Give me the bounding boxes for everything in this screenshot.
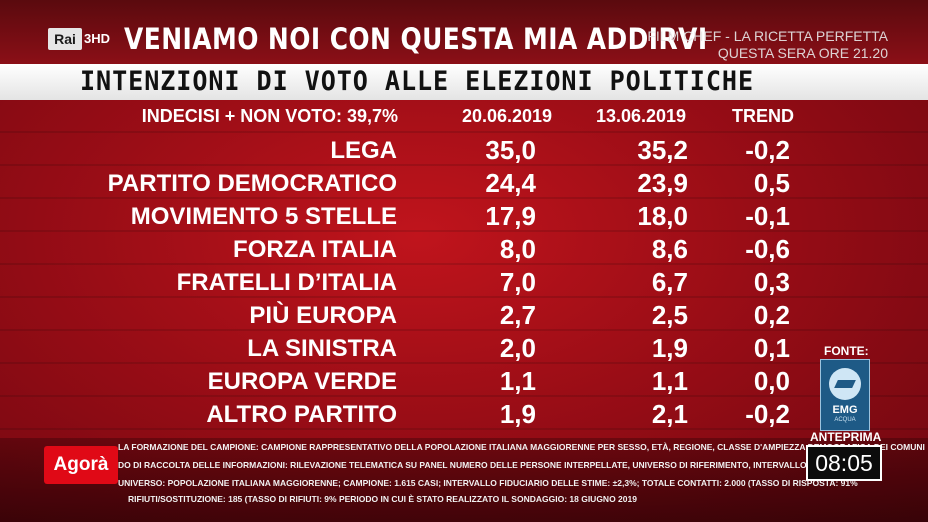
- channel-bar: Rai 3HD VENIAMO NOI CON QUESTA MIA ADDIR…: [0, 0, 928, 64]
- table-row: MOVIMENTO 5 STELLE 17,9 18,0 -0,1: [0, 200, 928, 233]
- footnote-line: LA FORMAZIONE DEL CAMPIONE: CAMPIONE RAP…: [118, 442, 925, 452]
- party-name: ALTRO PARTITO: [206, 401, 397, 428]
- promo-text: FILM CHEF - LA RICETTA PERFETTA QUESTA S…: [647, 28, 888, 62]
- previous-value: 1,1: [651, 366, 688, 396]
- poll-title: INTENZIONI DI VOTO ALLE ELEZIONI POLITIC…: [80, 66, 755, 97]
- table-row: LEGA 35,0 35,2 -0,2: [0, 134, 928, 167]
- column-header-current: 20.06.2019: [461, 106, 553, 126]
- trend-value: -0,1: [745, 201, 790, 231]
- previous-value: 6,7: [651, 267, 688, 297]
- agora-logo: Agorà: [44, 446, 118, 484]
- poll-title-bar: INTENZIONI DI VOTO ALLE ELEZIONI POLITIC…: [0, 64, 928, 100]
- promo-line-2: QUESTA SERA ORE 21.20: [717, 45, 888, 61]
- footnote-line: RIFIUTI/SOSTITUZIONE: 185 (TASSO DI RIFI…: [128, 494, 637, 504]
- footnote-line: UNIVERSO: POPOLAZIONE ITALIANA MAGGIOREN…: [118, 478, 858, 488]
- current-value: 35,0: [485, 135, 536, 165]
- current-value: 17,9: [485, 201, 536, 231]
- previous-value: 8,6: [651, 234, 688, 264]
- party-name: PIÙ EUROPA: [249, 302, 397, 329]
- emg-logo-sub: ACQUA: [834, 417, 856, 423]
- trend-value: 0,5: [753, 168, 790, 198]
- previous-value: 2,5: [651, 300, 688, 330]
- trend-value: 0,0: [753, 366, 790, 396]
- current-value: 24,4: [485, 168, 536, 198]
- trend-value: -0,2: [745, 135, 790, 165]
- trend-value: 0,3: [753, 267, 790, 297]
- channel-number: 3HD: [84, 31, 111, 46]
- party-name: PARTITO DEMOCRATICO: [107, 170, 397, 197]
- current-value: 2,0: [499, 333, 536, 363]
- current-value: 8,0: [499, 234, 536, 264]
- trend-value: 0,2: [753, 300, 790, 330]
- previous-value: 35,2: [637, 135, 688, 165]
- column-header-previous: 13.06.2019: [595, 106, 687, 126]
- emg-logo: EMG ACQUA: [820, 359, 870, 431]
- current-value: 2,7: [499, 300, 536, 330]
- current-value: 7,0: [499, 267, 536, 297]
- undecided-label: INDECISI + NON VOTO: 39,7%: [141, 106, 398, 126]
- party-name: FRATELLI D’ITALIA: [176, 269, 397, 296]
- promo-line-1: FILM CHEF - LA RICETTA PERFETTA: [647, 28, 888, 44]
- table-row: FORZA ITALIA 8,0 8,6 -0,6: [0, 233, 928, 266]
- table-row: ALTRO PARTITO 1,9 2,1 -0,2: [0, 398, 928, 431]
- table-row: PIÙ EUROPA 2,7 2,5 0,2: [0, 299, 928, 332]
- party-name: MOVIMENTO 5 STELLE: [130, 203, 397, 230]
- preview-label: ANTEPRIMA: [810, 430, 882, 444]
- trend-value: 0,1: [753, 333, 790, 363]
- party-name: LA SINISTRA: [247, 335, 397, 362]
- program-headline: VENIAMO NOI CON QUESTA MIA ADDIRVI: [124, 22, 708, 56]
- table-row: LA SINISTRA 2,0 1,9 0,1: [0, 332, 928, 365]
- party-name: EUROPA VERDE: [207, 368, 397, 395]
- footnote-line: DO DI RACCOLTA DELLE INFORMAZIONI: RILEV…: [118, 460, 859, 470]
- table-row: PARTITO DEMOCRATICO 24,4 23,9 0,5: [0, 167, 928, 200]
- rai-logo: Rai: [48, 28, 82, 50]
- trend-value: -0,2: [745, 399, 790, 429]
- trend-value: -0,6: [745, 234, 790, 264]
- table-row: FRATELLI D’ITALIA 7,0 6,7 0,3: [0, 266, 928, 299]
- source-label: FONTE:: [824, 344, 869, 358]
- previous-value: 23,9: [637, 168, 688, 198]
- footnote-bar: LA FORMAZIONE DEL CAMPIONE: CAMPIONE RAP…: [0, 438, 928, 522]
- current-value: 1,9: [499, 399, 536, 429]
- emg-mark-icon: [829, 368, 861, 400]
- previous-value: 2,1: [651, 399, 688, 429]
- column-header-trend: TREND: [732, 106, 794, 126]
- previous-value: 18,0: [637, 201, 688, 231]
- current-value: 1,1: [499, 366, 536, 396]
- table-stripes: [0, 100, 928, 440]
- party-name: FORZA ITALIA: [233, 236, 397, 263]
- table-row: EUROPA VERDE 1,1 1,1 0,0: [0, 365, 928, 398]
- party-name: LEGA: [330, 137, 397, 164]
- emg-logo-text: EMG: [832, 404, 858, 416]
- clock: 08:05: [806, 445, 882, 481]
- previous-value: 1,9: [651, 333, 688, 363]
